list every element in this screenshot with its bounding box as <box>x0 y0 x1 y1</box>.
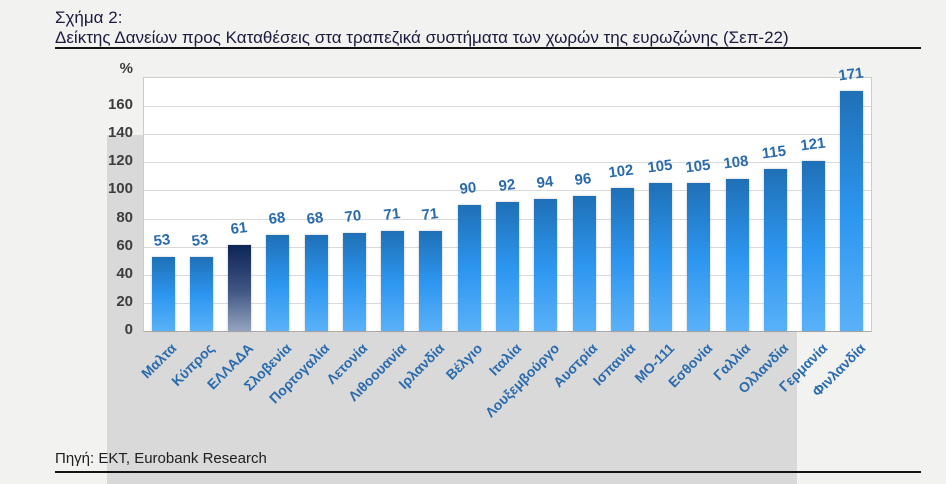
gridline <box>144 162 871 164</box>
figure-header: Σχήμα 2: Δείκτης Δανείων προς Καταθέσεις… <box>55 8 921 48</box>
bar-Ιρλανδία <box>419 231 443 331</box>
bar-Ισπανία <box>610 187 634 331</box>
bar-Αυστρία <box>572 196 596 331</box>
bottom-rule <box>55 471 921 473</box>
title-underline <box>55 47 921 49</box>
bar-ΕΛΛΑΔΑ <box>228 245 252 331</box>
bar-Φινλανδία <box>840 90 864 331</box>
bar-Κύπρος <box>189 256 213 331</box>
source-note: Πηγή: ΕΚΤ, Eurobank Research <box>55 450 267 467</box>
bar-Ολλανδία <box>763 169 787 331</box>
bar-Ιταλία <box>496 201 519 331</box>
bar-Γαλλία <box>725 179 749 331</box>
y-axis-unit-label: % <box>119 60 133 77</box>
chart-plot-area <box>143 77 872 332</box>
gridline <box>144 134 871 136</box>
bar-Σλοβενία <box>266 235 290 331</box>
figure-label: Σχήμα 2: <box>55 8 123 27</box>
gridline <box>144 106 871 108</box>
bar-ΜΟ-111 <box>649 183 673 331</box>
bar-Γερμανία <box>802 160 826 331</box>
bar-Βέλγιο <box>457 204 481 331</box>
category-label: Φινλανδία <box>808 340 869 400</box>
bar-Πορτογαλία <box>304 235 328 331</box>
y-tick-label: 160 <box>107 96 133 114</box>
bar-Μαλτα <box>151 256 175 331</box>
figure-title: Δείκτης Δανείων προς Καταθέσεις στα τραπ… <box>55 28 789 47</box>
bar-Λετονία <box>342 232 366 331</box>
bar-Λουξεμβούργο <box>534 198 558 331</box>
bar-Λιθοουανία <box>381 231 405 331</box>
bar-Εσθονία <box>687 183 711 331</box>
gridline <box>144 190 871 192</box>
